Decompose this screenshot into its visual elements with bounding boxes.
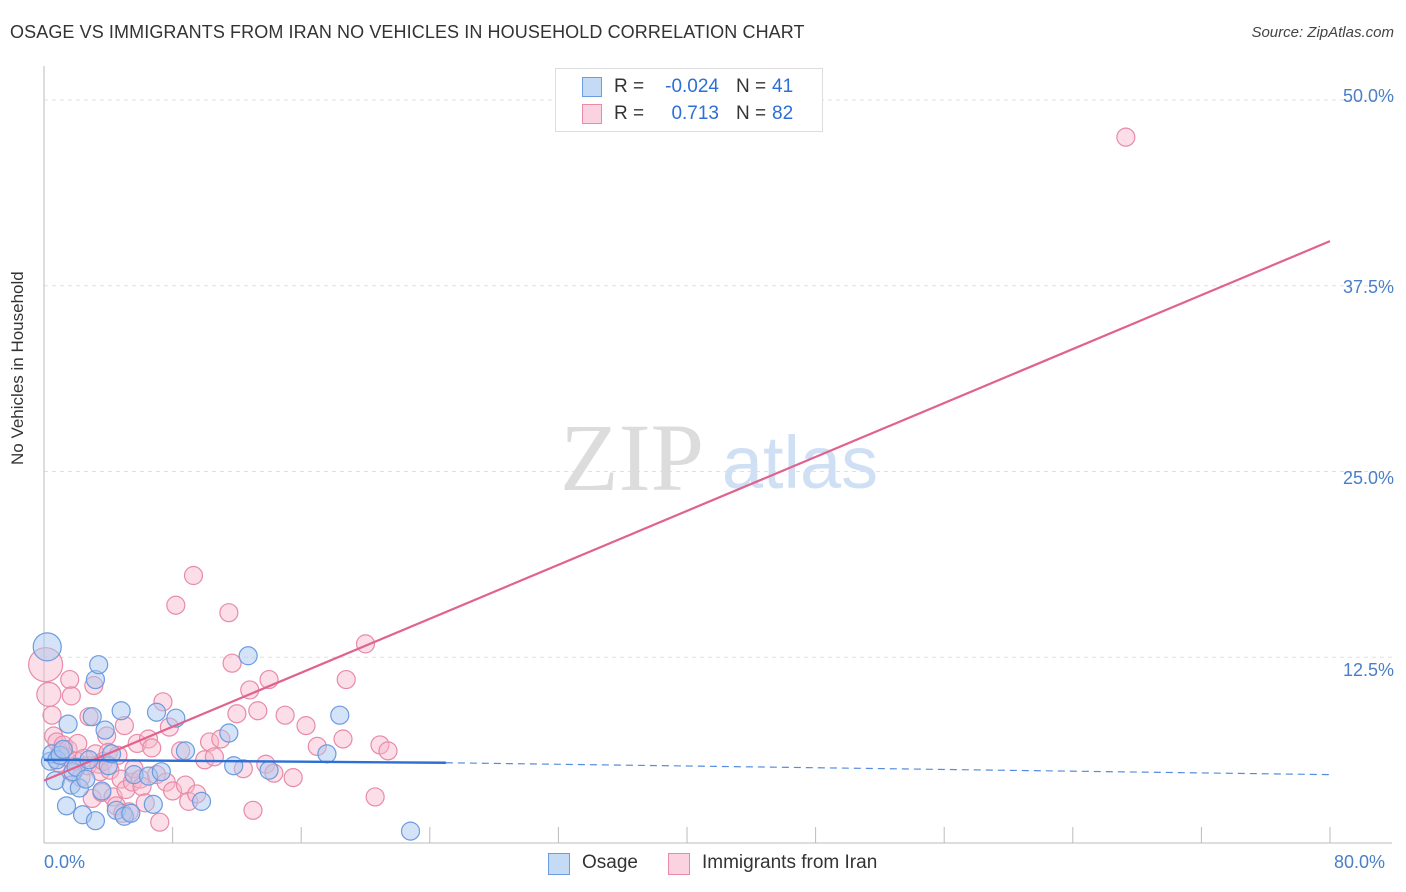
iran-point — [61, 686, 81, 706]
iran-point — [243, 800, 263, 820]
n-label: N = — [736, 76, 767, 97]
iran-point — [150, 812, 170, 832]
y-axis-label: No Vehicles in Household — [8, 271, 27, 465]
osage-swatch — [582, 77, 602, 97]
iran-point — [333, 729, 353, 749]
osage-point — [92, 781, 112, 801]
osage-point — [238, 646, 258, 666]
r-label: R = — [614, 76, 645, 97]
y-tick-37-5: 37.5% — [1342, 277, 1394, 297]
iran-point — [116, 779, 136, 800]
osage-point — [175, 741, 196, 761]
n-value: 82 — [772, 103, 794, 124]
osage-point — [89, 655, 109, 675]
x-tick-0: 0.0% — [44, 852, 86, 872]
osage-point — [32, 632, 62, 662]
y-tick-50: 50.0% — [1342, 86, 1394, 106]
osage-point — [76, 769, 96, 789]
iran-point — [42, 705, 62, 725]
osage-point — [56, 796, 77, 816]
iran-trend-line — [43, 240, 1331, 782]
iran-point — [227, 704, 247, 724]
osage-point — [143, 794, 163, 814]
iran-swatch — [582, 104, 602, 124]
trend-lines — [43, 240, 1331, 782]
axes — [43, 66, 1392, 844]
iran-point — [183, 565, 204, 586]
chart-title: OSAGE VS IMMIGRANTS FROM IRAN NO VEHICLE… — [10, 22, 805, 42]
osage-point — [330, 705, 350, 725]
gridlines — [44, 99, 1392, 658]
n-label: N = — [736, 103, 767, 124]
n-value: 41 — [772, 76, 794, 97]
osage-point — [219, 723, 239, 743]
iran-point — [142, 738, 162, 758]
osage-point — [111, 701, 131, 721]
iran-point — [248, 701, 268, 721]
iran-point — [166, 595, 186, 615]
iran-point — [336, 669, 356, 690]
iran-point — [275, 705, 295, 725]
y-tick-12-5: 12.5% — [1342, 660, 1394, 680]
legend-osage-label: Osage — [582, 852, 638, 873]
series-osage-points — [32, 632, 421, 841]
correlation-row-iran: R = 0.713 N = 82 — [556, 101, 822, 127]
legend-osage-swatch — [548, 853, 570, 875]
osage-point — [191, 791, 212, 811]
iran-point — [365, 787, 385, 807]
legend-iran-swatch — [668, 853, 690, 875]
iran-point — [1116, 127, 1136, 147]
osage-point — [85, 811, 106, 831]
osage-point — [82, 707, 102, 727]
osage-point — [58, 714, 78, 734]
osage-point — [259, 760, 279, 780]
osage-point — [317, 744, 337, 764]
legend-iran-label: Immigrants from Iran — [702, 852, 878, 873]
correlation-row-osage: R = -0.024 N = 41 — [556, 74, 822, 100]
osage-trend-line — [43, 758, 446, 764]
osage-trend-dashed — [445, 762, 1331, 776]
iran-point — [204, 747, 224, 767]
iran-point — [36, 681, 62, 708]
watermark-zip: ZIP — [560, 404, 704, 511]
iran-point — [219, 603, 239, 623]
osage-point — [121, 803, 141, 823]
osage-point — [224, 756, 244, 776]
iran-point — [60, 669, 80, 690]
r-label: R = — [614, 103, 645, 124]
iran-point — [296, 716, 316, 736]
x-tick-80: 80.0% — [1334, 852, 1386, 872]
iran-point — [378, 741, 398, 761]
correlation-box: R = -0.024 N = 41 R = 0.713 N = 82 — [555, 68, 823, 132]
watermark: ZIP atlas — [560, 404, 878, 511]
y-tick-25: 25.0% — [1342, 468, 1394, 488]
osage-point — [95, 720, 115, 740]
r-value: 0.713 — [671, 103, 719, 124]
osage-point — [53, 739, 73, 759]
osage-point — [146, 702, 167, 722]
iran-point — [283, 768, 303, 788]
osage-point — [400, 821, 421, 841]
iran-point — [222, 653, 242, 673]
r-value: -0.024 — [665, 76, 719, 97]
source-label: Source: ZipAtlas.com — [1251, 24, 1394, 41]
iran-point — [199, 732, 220, 752]
osage-point — [151, 762, 171, 782]
